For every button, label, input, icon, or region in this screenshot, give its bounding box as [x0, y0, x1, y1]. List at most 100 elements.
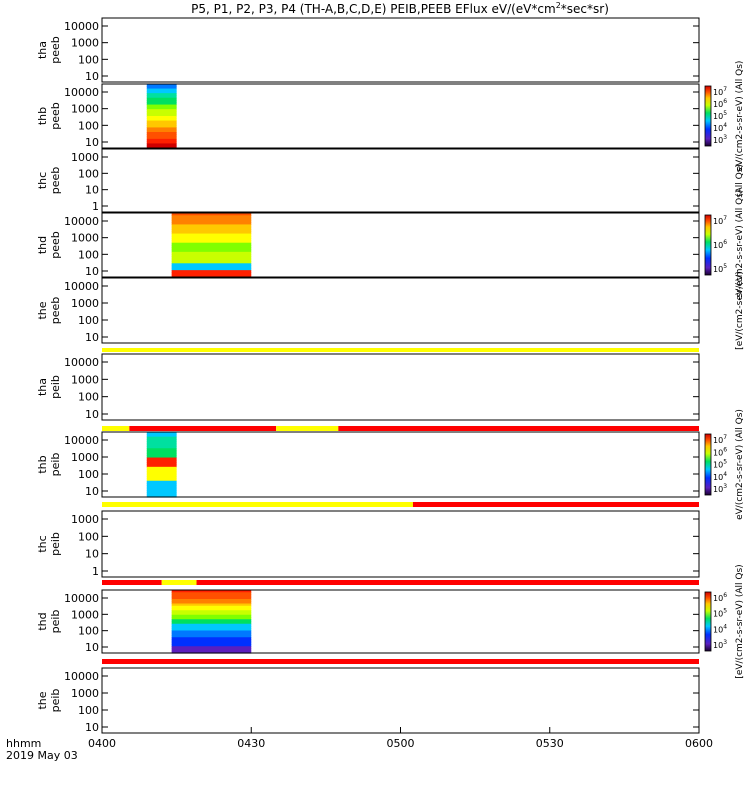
mode-bar-thc-peib	[102, 580, 699, 585]
y-label-probe: tha	[36, 378, 49, 396]
y-tick-label: 10	[85, 265, 99, 278]
y-label-probe: the	[36, 691, 49, 709]
colorbar-tick-label: 107	[713, 215, 727, 226]
y-tick-label: 10000	[64, 670, 99, 683]
colorbar-tick-label: 104	[713, 471, 727, 482]
spectrogram-cell	[171, 623, 252, 627]
spectrogram-cell	[171, 272, 252, 276]
colorbar-thd-peeb: 107 106 105 eV/(cm2-s-sr-eV) (All Qs)	[704, 190, 745, 300]
spectrogram-cell	[171, 614, 252, 618]
colorbar-tick-exp: 7	[723, 215, 727, 222]
spectrogram-cell	[146, 436, 177, 440]
spectrogram-cell	[171, 249, 252, 253]
spectrogram-cell	[146, 492, 177, 496]
chart-title: P5, P1, P2, P3, P4 (TH-A,B,C,D,E) PEIB,P…	[191, 1, 609, 16]
y-label-probe: thc	[36, 172, 49, 189]
y-tick-label: 10000	[64, 215, 99, 228]
spectrogram-cell	[171, 648, 252, 652]
y-tick-label: 1000	[71, 37, 99, 50]
mode-bar-segment	[412, 502, 699, 507]
spectrogram-cell	[146, 480, 177, 484]
spectrogram-cell	[171, 258, 252, 262]
spectrogram-cell	[146, 111, 177, 115]
spectrogram-cell	[146, 471, 177, 475]
mode-bar-the-peeb	[102, 348, 699, 352]
spectrogram-cell	[171, 605, 252, 609]
colorbar-tick-label: 104	[713, 623, 727, 634]
spectrogram-cell	[171, 592, 252, 596]
spectrogram-cell	[171, 274, 252, 278]
y-label-probe: thd	[36, 612, 49, 630]
y-label-probe: thc	[36, 535, 49, 552]
colorbar-tick-label: 107	[713, 434, 727, 445]
spectrogram-cell	[146, 462, 177, 466]
panel-frame	[101, 353, 700, 421]
spectrogram-cell	[146, 445, 177, 449]
spectrogram-cell	[146, 490, 177, 493]
side-label: (All Qs)	[735, 164, 745, 197]
spectrogram-cell	[146, 84, 177, 87]
spectrogram-block-thb-peeb	[146, 84, 177, 149]
spectrogram-cell	[171, 621, 252, 625]
title-tail: *sec*sr)	[561, 2, 609, 16]
y-tick-label: 100	[78, 167, 99, 180]
spectrogram-cell	[171, 263, 252, 267]
y-label-product: peeb	[49, 231, 62, 259]
y-label-product: peib	[49, 532, 62, 556]
y-label-probe: thb	[36, 455, 49, 473]
colorbar-tick-label: 107	[713, 86, 727, 97]
y-label-product: peeb	[49, 36, 62, 64]
y-tick-label: 10	[85, 408, 99, 421]
spectrogram-cell	[146, 476, 177, 480]
y-label-product: peeb	[49, 297, 62, 325]
mode-bar-segment	[102, 426, 130, 431]
y-label-product: peib	[49, 375, 62, 399]
y-tick-label: 10	[85, 70, 99, 83]
y-tick-label: 1000	[71, 297, 99, 310]
spectrogram-cell	[146, 469, 177, 473]
spectrogram-cell	[171, 229, 252, 232]
x-tick-label: 0600	[685, 737, 713, 750]
y-tick-label: 10000	[64, 356, 99, 369]
colorbar-ramp	[704, 214, 712, 276]
colorbar-tick-exp: 7	[723, 86, 727, 93]
spectrogram-cell	[171, 639, 252, 643]
colorbar-ramp	[704, 85, 712, 147]
spectrogram-cell	[146, 116, 177, 119]
spectrogram-cell	[171, 235, 252, 239]
spectrogram-cell	[146, 441, 177, 445]
spectrogram-cell	[146, 487, 177, 491]
x-date-label: 2019 May 03	[6, 749, 78, 762]
spectrogram-cell	[146, 88, 177, 92]
y-tick-label: 10000	[64, 280, 99, 293]
spectrogram-cell	[171, 612, 252, 616]
spectrogram-block-thd-peeb	[171, 213, 252, 278]
colorbar-tick-label: 106	[713, 446, 727, 457]
spectrogram-cell	[171, 219, 252, 223]
panel-frame	[101, 589, 700, 654]
y-label-probe: tha	[36, 41, 49, 59]
spectrogram-cell	[171, 267, 252, 271]
spectrogram-cell	[146, 122, 177, 126]
colorbar-tick-label: 104	[713, 122, 727, 133]
spectrogram-cell	[146, 109, 177, 113]
spectrogram-cell	[171, 594, 252, 598]
spectrogram-cell	[146, 86, 177, 90]
mode-bar-segment	[196, 580, 699, 585]
spectrogram-cell	[146, 438, 177, 442]
spectrogram-cell	[146, 113, 177, 117]
mode-bar-segment	[102, 348, 699, 352]
mode-bar-segment	[102, 502, 413, 507]
colorbar-tick-label: 105	[713, 110, 727, 121]
colorbar-tick-exp: 3	[723, 639, 727, 646]
y-tick-label: 1000	[71, 103, 99, 116]
spectrogram-block-thb-peib	[146, 432, 177, 498]
spectrogram-cell	[171, 650, 252, 654]
spectrogram-cell	[171, 231, 252, 235]
spectrogram-cell	[146, 485, 177, 489]
side-label: [eV/(cm2-s-sr-eV)	[735, 271, 745, 350]
